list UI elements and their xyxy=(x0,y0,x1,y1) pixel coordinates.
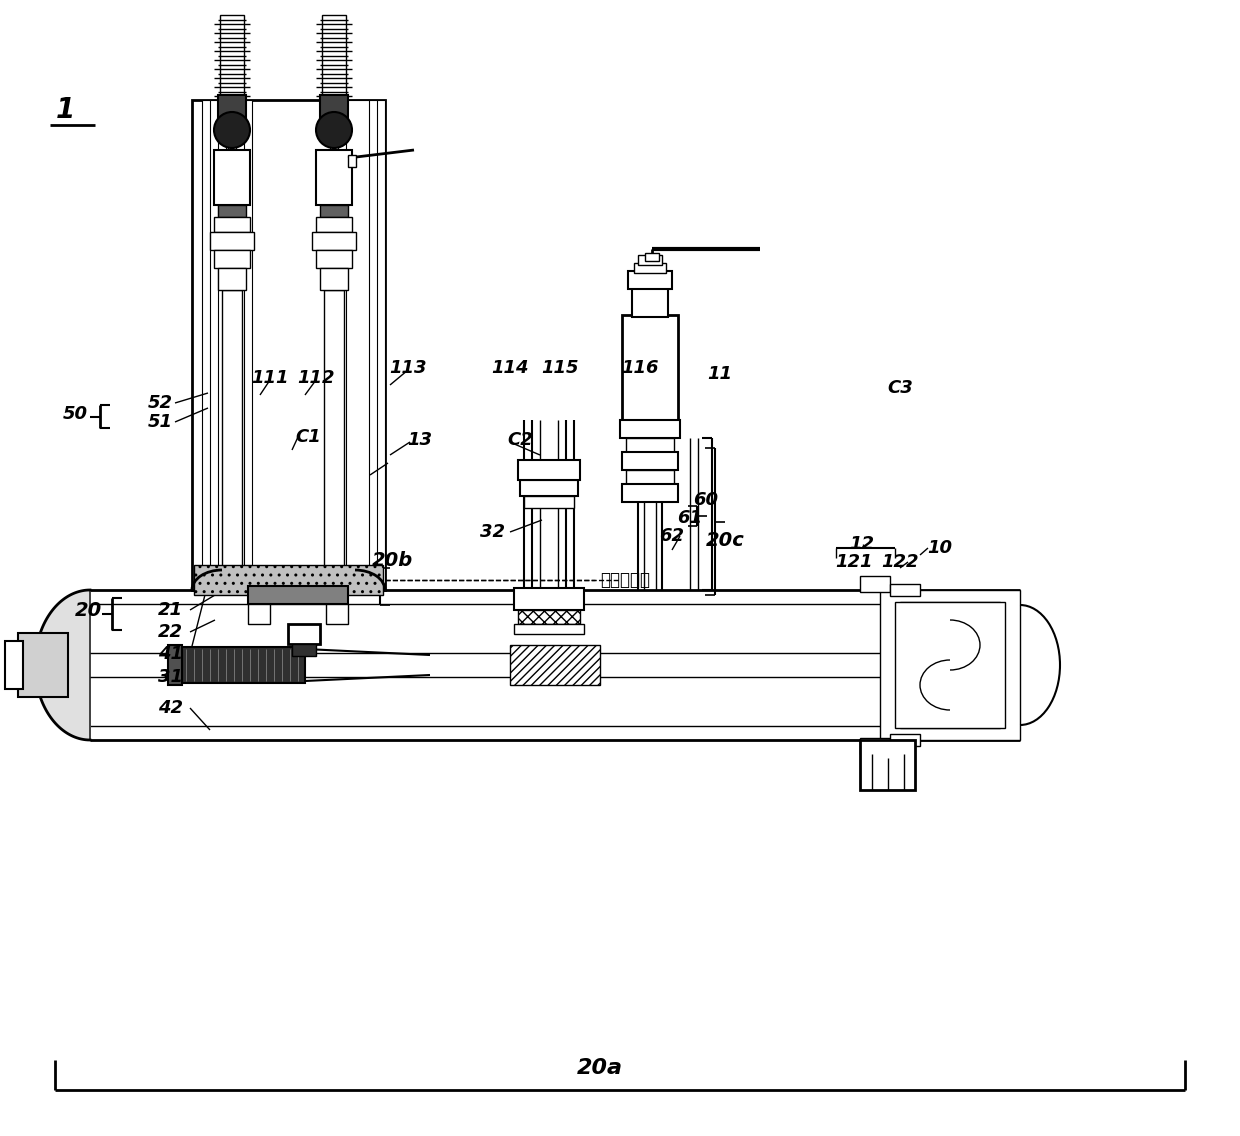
Bar xyxy=(900,602,999,728)
Bar xyxy=(890,584,920,596)
Bar xyxy=(518,610,580,624)
Text: 122: 122 xyxy=(882,553,919,571)
Bar xyxy=(175,648,305,683)
Text: 制冷剂液面: 制冷剂液面 xyxy=(600,571,650,588)
Bar xyxy=(861,576,890,592)
Bar xyxy=(515,624,584,634)
Text: 10: 10 xyxy=(928,538,952,557)
Bar xyxy=(627,272,672,289)
Bar xyxy=(218,204,246,217)
Bar xyxy=(215,250,250,268)
Bar xyxy=(316,150,352,204)
Bar xyxy=(226,100,228,590)
Text: 114: 114 xyxy=(491,359,528,377)
Text: 13: 13 xyxy=(408,431,433,449)
Bar xyxy=(288,624,320,644)
Bar xyxy=(515,588,584,610)
Bar xyxy=(622,315,678,420)
Bar xyxy=(193,565,383,595)
Text: 11: 11 xyxy=(708,365,733,383)
Bar xyxy=(622,452,678,470)
Bar xyxy=(634,264,666,273)
Bar xyxy=(312,232,356,250)
Text: 50: 50 xyxy=(62,406,88,423)
Bar xyxy=(639,254,662,265)
Text: 42: 42 xyxy=(157,699,184,717)
Bar xyxy=(861,738,890,754)
Bar xyxy=(880,590,1021,740)
Bar xyxy=(218,268,246,290)
Bar xyxy=(218,95,246,120)
Text: 112: 112 xyxy=(298,369,335,387)
Text: 21: 21 xyxy=(157,601,184,619)
Bar xyxy=(222,290,242,590)
Bar xyxy=(622,484,678,502)
Bar xyxy=(861,740,915,790)
Text: 41: 41 xyxy=(157,645,184,663)
Bar xyxy=(202,100,252,590)
Bar xyxy=(5,641,24,690)
Bar xyxy=(895,602,1004,728)
Text: 12: 12 xyxy=(849,535,874,553)
Bar xyxy=(218,100,236,590)
Text: 52: 52 xyxy=(148,394,174,412)
Text: 61: 61 xyxy=(677,509,703,527)
Bar xyxy=(890,734,920,746)
Text: 121: 121 xyxy=(836,553,873,571)
Text: 1: 1 xyxy=(56,97,74,124)
Bar xyxy=(324,290,343,590)
Bar xyxy=(291,644,316,655)
Bar xyxy=(167,645,182,685)
Bar xyxy=(645,253,658,261)
Bar xyxy=(520,481,578,496)
Bar xyxy=(316,217,352,232)
Bar xyxy=(210,100,244,590)
Text: 116: 116 xyxy=(621,359,658,377)
Circle shape xyxy=(316,112,352,148)
Polygon shape xyxy=(35,590,91,740)
Bar xyxy=(215,150,250,204)
Text: 20c: 20c xyxy=(706,531,744,550)
Bar xyxy=(192,100,384,590)
Bar xyxy=(210,232,254,250)
Bar xyxy=(626,470,675,484)
Text: C2: C2 xyxy=(507,431,533,449)
Circle shape xyxy=(215,112,250,148)
Bar xyxy=(248,604,270,624)
Text: 51: 51 xyxy=(148,414,174,431)
Text: C1: C1 xyxy=(295,428,321,446)
Text: C3: C3 xyxy=(887,379,913,396)
Text: 115: 115 xyxy=(541,359,579,377)
Bar xyxy=(525,496,574,508)
Bar xyxy=(320,268,348,290)
Bar xyxy=(510,645,600,685)
Bar xyxy=(518,460,580,481)
Bar xyxy=(626,438,675,452)
Bar xyxy=(248,586,348,604)
Bar xyxy=(215,217,250,232)
Text: 20b: 20b xyxy=(371,551,413,569)
Bar xyxy=(316,250,352,268)
Bar xyxy=(339,100,377,590)
Bar xyxy=(19,633,68,698)
Text: 111: 111 xyxy=(252,369,289,387)
Text: 62: 62 xyxy=(660,527,684,545)
Bar xyxy=(320,204,348,217)
Bar xyxy=(320,95,348,120)
Bar xyxy=(632,285,668,317)
Text: 22: 22 xyxy=(157,623,184,641)
Bar xyxy=(346,100,370,590)
Bar xyxy=(330,100,384,590)
Bar xyxy=(620,420,680,438)
Text: 60: 60 xyxy=(693,491,718,509)
Bar xyxy=(219,15,244,100)
Text: 20: 20 xyxy=(74,601,102,619)
Bar xyxy=(322,15,346,100)
Text: 31: 31 xyxy=(157,668,184,686)
Text: 32: 32 xyxy=(480,523,505,541)
Bar xyxy=(326,604,348,624)
Text: 113: 113 xyxy=(389,359,427,377)
Bar xyxy=(348,154,356,167)
Text: 20a: 20a xyxy=(577,1058,622,1078)
